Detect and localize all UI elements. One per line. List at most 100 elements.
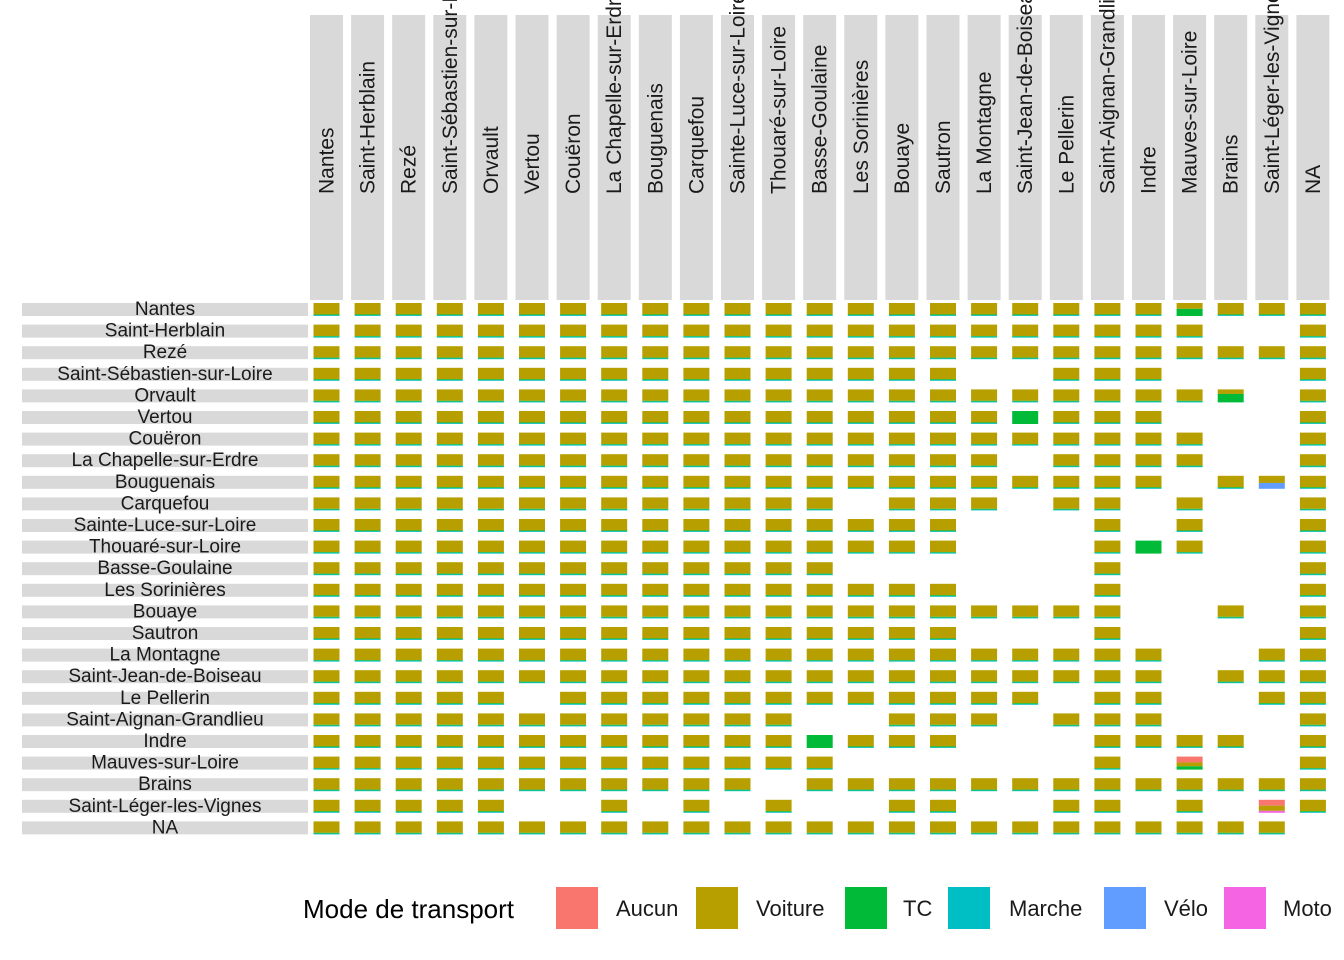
bar-segment-marche <box>1299 552 1326 554</box>
bar-segment-voiture <box>888 799 915 812</box>
bar-segment-marche <box>519 315 545 316</box>
bar-segment-marche <box>1053 833 1080 835</box>
bar-segment-marche <box>806 574 833 576</box>
bar-segment-tc <box>1053 660 1080 661</box>
bar-segment-voiture <box>642 562 669 574</box>
bar-segment-tc <box>1053 357 1080 359</box>
bar-segment-marche <box>436 812 463 813</box>
bar-segment-tc <box>971 616 998 618</box>
bar-segment-voiture <box>1135 324 1162 337</box>
bar-segment-marche <box>642 358 669 360</box>
bar-segment-marche <box>354 358 381 360</box>
bar-segment-voiture <box>519 670 545 682</box>
col-strip-bg <box>1132 15 1165 300</box>
bar-segment-voiture <box>683 432 710 445</box>
bar-segment-marche <box>519 336 545 338</box>
bar-segment-tc <box>1012 336 1039 337</box>
row-facet-label: Couëron <box>129 429 202 450</box>
bar-segment-marche <box>436 596 463 597</box>
bar-segment-tc <box>806 379 833 381</box>
row-strip-bg <box>22 346 308 360</box>
bar-segment-voiture <box>765 497 792 509</box>
bar-segment-marche <box>683 639 710 640</box>
bar-segment-tc <box>1258 357 1285 359</box>
bar-segment-voiture <box>477 756 504 769</box>
bar-segment-tc <box>477 616 504 618</box>
bar-segment-tc <box>395 768 422 769</box>
bar-segment-marche <box>1053 617 1080 619</box>
bar-segment-voiture <box>313 756 340 769</box>
bar-segment-voiture <box>642 389 669 401</box>
bar-segment-voiture <box>683 540 710 553</box>
bar-segment-voiture <box>560 691 587 704</box>
bar-segment-voiture <box>806 691 833 704</box>
bar-segment-marche <box>888 833 915 835</box>
bar-segment-marche <box>477 552 504 554</box>
bar-segment-marche <box>1176 336 1203 338</box>
bar-segment-marche <box>1258 790 1285 792</box>
bar-segment-voiture <box>806 562 833 574</box>
bar-segment-voiture <box>477 691 504 704</box>
bar-segment-tc <box>930 487 956 489</box>
bar-segment-voiture <box>477 497 504 509</box>
bar-marks <box>313 303 1326 835</box>
bar-segment-tc <box>930 336 956 337</box>
bar-segment-marche <box>395 812 422 813</box>
bar-segment-tc <box>313 552 340 553</box>
col-facet-label: Vertou <box>521 133 544 194</box>
bar-segment-voiture <box>519 367 545 380</box>
col-strip-bg <box>803 15 837 300</box>
row-strip-bg <box>22 713 308 727</box>
bar-segment-tc <box>436 422 463 424</box>
bar-segment-marche <box>847 531 874 532</box>
bar-segment-marche <box>560 574 587 576</box>
bar-segment-marche <box>1135 444 1162 446</box>
bar-segment-voiture <box>971 605 998 617</box>
bar-segment-tc <box>436 811 463 813</box>
bar-segment-tc <box>1094 832 1121 834</box>
bar-segment-voiture <box>1217 346 1244 358</box>
bar-segment-tc <box>847 789 874 791</box>
bar-segment-voiture <box>313 735 340 747</box>
bar-segment-voiture <box>642 367 669 380</box>
bar-segment-voiture <box>683 627 710 639</box>
bar-segment-tc <box>847 552 874 553</box>
bar-segment-voiture <box>1299 605 1326 617</box>
bar-segment-voiture <box>888 648 915 661</box>
bar-segment-voiture <box>354 497 381 509</box>
bar-segment-marche <box>1176 531 1203 532</box>
bar-segment-voiture <box>930 411 956 423</box>
bar-segment-tc <box>560 832 587 834</box>
bar-segment-voiture <box>642 670 669 682</box>
bar-segment-marche <box>560 444 587 446</box>
bar-segment-marche <box>477 833 504 835</box>
bar-segment-voiture <box>806 497 833 509</box>
bar-segment-voiture <box>642 735 669 747</box>
bar-segment-marche <box>888 552 915 554</box>
bar-segment-voiture <box>519 605 545 617</box>
bar-segment-voiture <box>395 475 422 488</box>
bar-segment-marche <box>560 552 587 554</box>
bar-segment-tc <box>683 357 710 359</box>
bar-segment-marche <box>395 358 422 360</box>
bar-segment-marche <box>436 639 463 640</box>
bar-segment-voiture <box>888 519 915 531</box>
bar-segment-tc <box>354 465 381 467</box>
bar-segment-voiture <box>930 540 956 553</box>
bar-segment-voiture <box>1012 691 1039 704</box>
row-facet-label: Saint-Aignan-Grandlieu <box>66 709 264 730</box>
bar-segment-voiture <box>888 605 915 617</box>
bar-segment-marche <box>436 552 463 554</box>
bar-segment-tc <box>313 444 340 445</box>
bar-segment-marche <box>477 444 504 446</box>
bar-segment-tc <box>1135 465 1162 467</box>
bar-segment-voiture <box>1135 821 1162 833</box>
bar-segment-voiture <box>888 691 915 704</box>
bar-segment-tc <box>519 746 545 748</box>
legend-label: Marche <box>1009 896 1082 921</box>
bar-segment-voiture <box>1299 670 1326 682</box>
bar-segment-tc <box>1053 811 1080 813</box>
bar-segment-voiture <box>560 540 587 553</box>
bar-segment-marche <box>971 336 998 338</box>
bar-segment-voiture <box>354 346 381 358</box>
